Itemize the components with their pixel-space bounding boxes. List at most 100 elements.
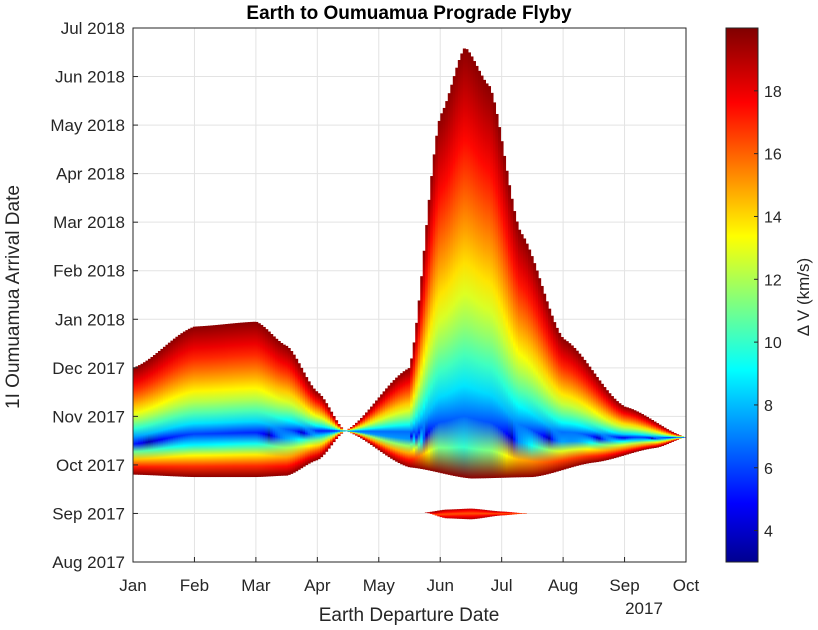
heat-cell-column — [658, 424, 662, 447]
y-tick-label: Oct 2017 — [56, 456, 125, 475]
heat-cell-column — [459, 508, 463, 519]
heat-cell-column — [563, 339, 567, 470]
heat-cell-column — [558, 332, 562, 471]
heat-cell-column — [575, 350, 579, 466]
x-tick-label: Aug — [548, 576, 578, 595]
heat-cell-column — [157, 350, 162, 476]
heat-cell-column — [240, 322, 244, 478]
y-tick-label: Apr 2018 — [56, 165, 125, 184]
heat-cell-column — [502, 155, 507, 478]
heat-cell-column — [145, 360, 149, 476]
heat-cell-column — [287, 348, 291, 475]
heat-cell-column — [340, 427, 344, 434]
heat-cell-column — [496, 511, 500, 516]
heat-cell-column — [640, 414, 644, 451]
heat-region-right-lobe — [344, 48, 686, 479]
heat-cell-column — [402, 371, 406, 466]
heat-cell-column — [440, 113, 444, 474]
heat-cell-column — [643, 415, 647, 450]
heat-cell-column — [320, 395, 324, 458]
heat-cell-column — [355, 422, 359, 436]
heat-cell-column — [481, 509, 485, 518]
heat-cell-column — [290, 351, 294, 474]
heat-cell-column — [245, 322, 249, 478]
heat-cell-column — [262, 326, 266, 477]
heat-cell-column — [510, 198, 514, 478]
heat-cell-column — [152, 355, 157, 476]
heat-cell-column — [538, 278, 542, 476]
heat-cell-column — [610, 396, 614, 459]
heat-cell-column — [197, 326, 201, 478]
heat-cell-column — [633, 410, 637, 453]
heat-cell-column — [133, 367, 137, 475]
heat-cell-column — [427, 199, 431, 471]
heat-cell-column — [457, 60, 461, 477]
plot-frame — [132, 27, 687, 563]
heat-cell-column — [461, 508, 466, 520]
heat-cell-column — [300, 367, 304, 469]
heat-cell-column — [454, 509, 458, 519]
heat-cell-column — [382, 391, 386, 454]
colorbar-tick-label: 4 — [764, 524, 773, 541]
colorbar-tick-label: 10 — [764, 335, 782, 352]
heat-cell-column — [444, 509, 448, 519]
heat-cell-column — [185, 330, 189, 477]
chart-title: Earth to Oumuamua Prograde Flyby — [246, 3, 572, 24]
heat-cell-column — [508, 512, 513, 515]
heat-cell-column — [277, 341, 281, 476]
heat-cell-column — [533, 263, 537, 477]
heat-cell-column — [603, 387, 607, 461]
heat-cell-column — [507, 185, 512, 478]
heat-cell-column — [528, 249, 532, 478]
heat-cell-column — [588, 366, 592, 464]
heat-cell-column — [615, 401, 619, 458]
heat-cell-column — [455, 67, 459, 477]
heat-cell-column — [282, 344, 286, 476]
heat-cell-column — [518, 229, 522, 478]
heat-cell-column — [680, 436, 685, 439]
heat-cell-column — [425, 225, 429, 470]
heat-cell-column — [585, 363, 589, 464]
heat-cell-column — [540, 285, 544, 476]
heat-cell-column — [568, 343, 572, 468]
heat-cell-column — [490, 92, 494, 479]
y-tick-label: May 2018 — [50, 116, 125, 135]
x-tick-label: Feb — [180, 576, 209, 595]
colorbar-tick-label: 14 — [764, 209, 782, 226]
heat-cell-column — [372, 403, 376, 447]
heat-cell-column — [467, 52, 471, 479]
heat-cell-column — [367, 409, 371, 444]
heat-cell-column — [265, 329, 269, 477]
heat-cell-column — [516, 512, 520, 515]
heat-cell-column — [505, 170, 509, 478]
heat-cell-column — [417, 300, 421, 469]
heat-cell-column — [275, 338, 279, 477]
heat-cell-column — [250, 321, 254, 478]
heat-cell-column — [150, 356, 154, 476]
heat-cell-column — [511, 512, 515, 515]
heat-cell-column — [560, 337, 564, 471]
heat-cell-column — [182, 331, 186, 477]
heat-cell-column — [285, 345, 289, 476]
heat-cell-column — [352, 425, 356, 435]
heat-cell-column — [494, 511, 498, 517]
heat-cell-column — [482, 79, 486, 479]
heat-cell-column — [450, 84, 454, 476]
heat-cell-column — [332, 416, 336, 443]
heat-cell-column — [427, 512, 431, 514]
heat-cell-column — [305, 377, 309, 466]
heat-cell-column — [170, 340, 174, 477]
heat-cell-column — [471, 508, 475, 520]
heat-cell-column — [521, 513, 525, 514]
heat-cell-column — [445, 101, 449, 475]
heat-cell-column — [484, 509, 488, 518]
x-tick-label: Mar — [241, 576, 271, 595]
heat-cell-column — [578, 353, 582, 466]
heat-cell-column — [469, 508, 473, 520]
heat-cell-column — [570, 345, 574, 468]
heat-cell-column — [600, 383, 604, 462]
heat-cell-column — [462, 48, 466, 478]
heat-cell-column — [442, 509, 446, 518]
